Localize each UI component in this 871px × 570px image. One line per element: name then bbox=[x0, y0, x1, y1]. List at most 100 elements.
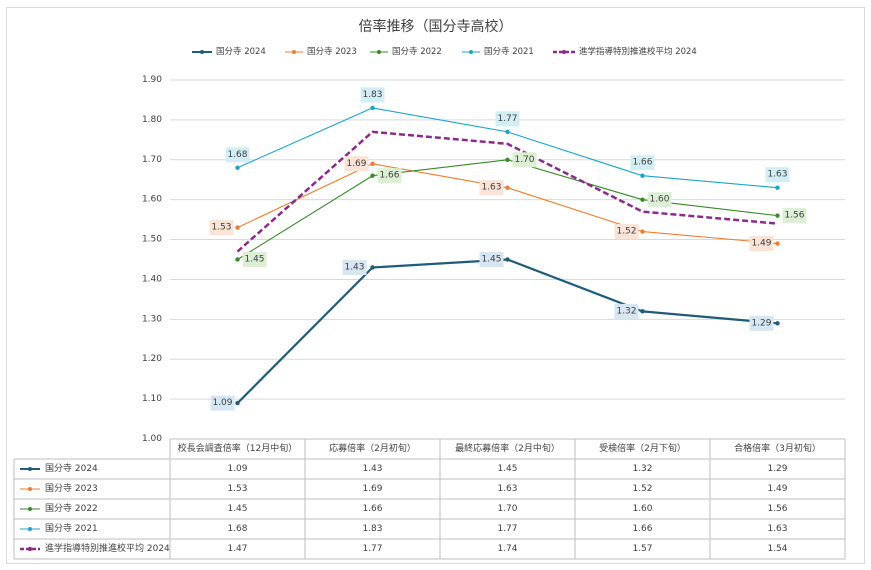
data-label: 1.43 bbox=[344, 262, 364, 272]
table-cell-value: 1.32 bbox=[632, 464, 652, 474]
table-legend-marker bbox=[28, 487, 32, 491]
data-label: 1.77 bbox=[497, 114, 517, 124]
data-label-bg bbox=[360, 87, 385, 103]
data-point bbox=[505, 257, 510, 262]
series-line bbox=[237, 159, 778, 260]
category-label: 校長会調査倍率（12月中旬） bbox=[178, 442, 297, 454]
chart-frame bbox=[6, 7, 865, 564]
data-label-bg bbox=[210, 395, 235, 411]
data-label-bg bbox=[342, 259, 367, 275]
series-line bbox=[237, 163, 778, 245]
data-point bbox=[640, 309, 645, 314]
legend-label: 国分寺 2024 bbox=[216, 47, 266, 57]
data-label-bg bbox=[782, 208, 807, 224]
data-label-bg bbox=[242, 252, 267, 267]
data-label: 1.66 bbox=[632, 158, 652, 168]
data-label: 1.52 bbox=[616, 227, 636, 237]
data-point bbox=[505, 129, 510, 135]
data-label-bg bbox=[765, 167, 790, 183]
data-label: 1.63 bbox=[767, 170, 787, 180]
series-line bbox=[236, 130, 778, 253]
y-tick-label: 1.60 bbox=[142, 195, 162, 205]
legend-marker bbox=[377, 50, 381, 54]
table-cell-value: 1.70 bbox=[497, 504, 517, 514]
data-point bbox=[235, 400, 240, 406]
data-label: 1.53 bbox=[211, 223, 231, 233]
data-point bbox=[235, 257, 240, 262]
data-label-bg bbox=[479, 252, 504, 267]
data-point bbox=[775, 185, 780, 190]
data-label-bg bbox=[630, 155, 655, 171]
category-label: 応募倍率（2月初旬） bbox=[329, 442, 416, 454]
data-label: 1.63 bbox=[481, 183, 501, 193]
table-cell-value: 1.74 bbox=[497, 544, 517, 554]
data-label: 1.32 bbox=[616, 306, 636, 316]
data-label-bg bbox=[647, 192, 672, 208]
y-tick-label: 1.10 bbox=[142, 394, 162, 404]
table-series-name: 国分寺 2021 bbox=[45, 523, 98, 534]
table-cell-value: 1.57 bbox=[632, 544, 652, 554]
chart-title: 倍率推移（国分寺高校） bbox=[358, 19, 513, 35]
series-line bbox=[236, 258, 778, 404]
table-cell-value: 1.69 bbox=[362, 484, 382, 494]
table-cell-value: 1.66 bbox=[632, 524, 652, 534]
table-series-name: 国分寺 2023 bbox=[45, 483, 98, 494]
data-label-bg bbox=[209, 220, 234, 236]
table-cell-value: 1.09 bbox=[227, 464, 247, 474]
data-label: 1.45 bbox=[244, 255, 264, 265]
table-cell-value: 1.63 bbox=[767, 524, 787, 534]
data-point bbox=[505, 157, 510, 162]
table-cell-value: 1.63 bbox=[497, 484, 517, 494]
category-label: 受検倍率（2月下旬） bbox=[599, 442, 686, 454]
data-label: 1.29 bbox=[751, 318, 771, 328]
data-label: 1.09 bbox=[212, 398, 232, 408]
table-legend-marker bbox=[28, 527, 32, 531]
table-cell-value: 1.54 bbox=[767, 544, 787, 554]
table-cell-value: 1.49 bbox=[767, 484, 787, 494]
table-cell-value: 1.60 bbox=[632, 504, 652, 514]
data-label-bg bbox=[614, 303, 639, 319]
data-point bbox=[370, 161, 375, 166]
data-point bbox=[370, 265, 375, 270]
category-label: 合格倍率（3月初旬） bbox=[734, 442, 821, 454]
legend-marker bbox=[469, 50, 473, 54]
table-series-name: 進学指導特別推進校平均 2024 bbox=[45, 542, 170, 554]
data-label-bg bbox=[479, 180, 504, 196]
data-point bbox=[235, 225, 240, 230]
table-cell-value: 1.77 bbox=[497, 524, 517, 534]
table-series-name: 国分寺 2022 bbox=[45, 503, 98, 514]
data-label-bg bbox=[225, 147, 250, 163]
data-label: 1.70 bbox=[514, 155, 534, 165]
data-label-bg bbox=[344, 156, 369, 172]
data-label-bg bbox=[377, 168, 402, 184]
table-legend-marker bbox=[28, 467, 32, 471]
legend-label: 国分寺 2021 bbox=[484, 47, 534, 57]
data-point bbox=[370, 173, 375, 178]
y-tick-label: 1.70 bbox=[142, 155, 162, 165]
data-point bbox=[775, 213, 780, 218]
table-cell-value: 1.29 bbox=[767, 464, 787, 474]
data-point bbox=[775, 241, 780, 246]
y-tick-label: 1.50 bbox=[142, 235, 162, 245]
y-tick-label: 1.90 bbox=[142, 75, 162, 85]
data-point bbox=[235, 165, 240, 170]
legend-label: 国分寺 2022 bbox=[392, 47, 442, 57]
table-cell-value: 1.47 bbox=[227, 544, 247, 554]
legend-label: 国分寺 2023 bbox=[307, 47, 357, 57]
table-cell-value: 1.68 bbox=[227, 524, 247, 534]
data-point bbox=[775, 321, 780, 326]
data-label: 1.69 bbox=[346, 159, 366, 169]
y-tick-label: 1.40 bbox=[142, 274, 162, 284]
data-point bbox=[640, 173, 645, 178]
data-label: 1.68 bbox=[227, 150, 247, 160]
table-cell-value: 1.83 bbox=[362, 524, 382, 534]
table-cell-value: 1.56 bbox=[767, 504, 787, 514]
data-label: 1.83 bbox=[362, 90, 382, 100]
legend-marker bbox=[292, 50, 296, 54]
data-point bbox=[370, 105, 375, 111]
data-label: 1.45 bbox=[481, 255, 501, 265]
data-label: 1.49 bbox=[751, 239, 771, 249]
table-cell-value: 1.52 bbox=[632, 484, 652, 494]
data-label-bg bbox=[749, 315, 774, 331]
